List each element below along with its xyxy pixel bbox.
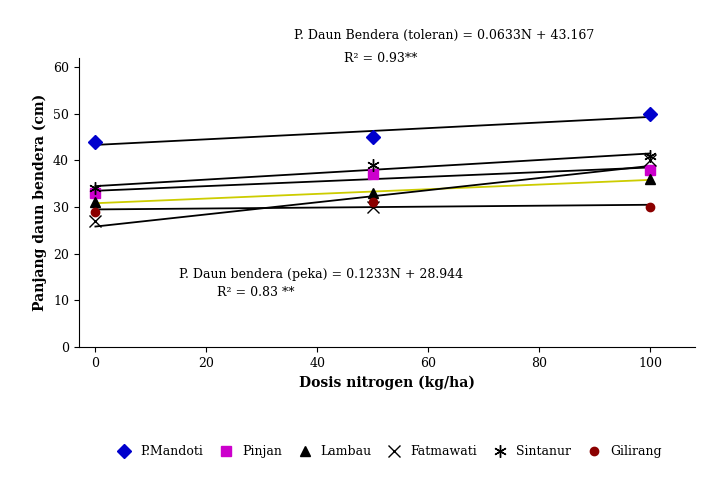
Text: R² = 0.93**: R² = 0.93** — [344, 52, 417, 65]
Legend: P.Mandoti, Pinjan, Lambau, Fatmawati, Sintanur, Gilirang: P.Mandoti, Pinjan, Lambau, Fatmawati, Si… — [107, 440, 667, 463]
Text: P. Daun bendera (peka) = 0.1233N + 28.944: P. Daun bendera (peka) = 0.1233N + 28.94… — [178, 268, 463, 281]
X-axis label: Dosis nitrogen (kg/ha): Dosis nitrogen (kg/ha) — [299, 375, 475, 390]
Text: P. Daun Bendera (toleran) = 0.0633N + 43.167: P. Daun Bendera (toleran) = 0.0633N + 43… — [294, 29, 594, 42]
Text: R² = 0.83 **: R² = 0.83 ** — [218, 286, 295, 299]
Y-axis label: Panjang daun bendera (cm): Panjang daun bendera (cm) — [33, 94, 47, 311]
